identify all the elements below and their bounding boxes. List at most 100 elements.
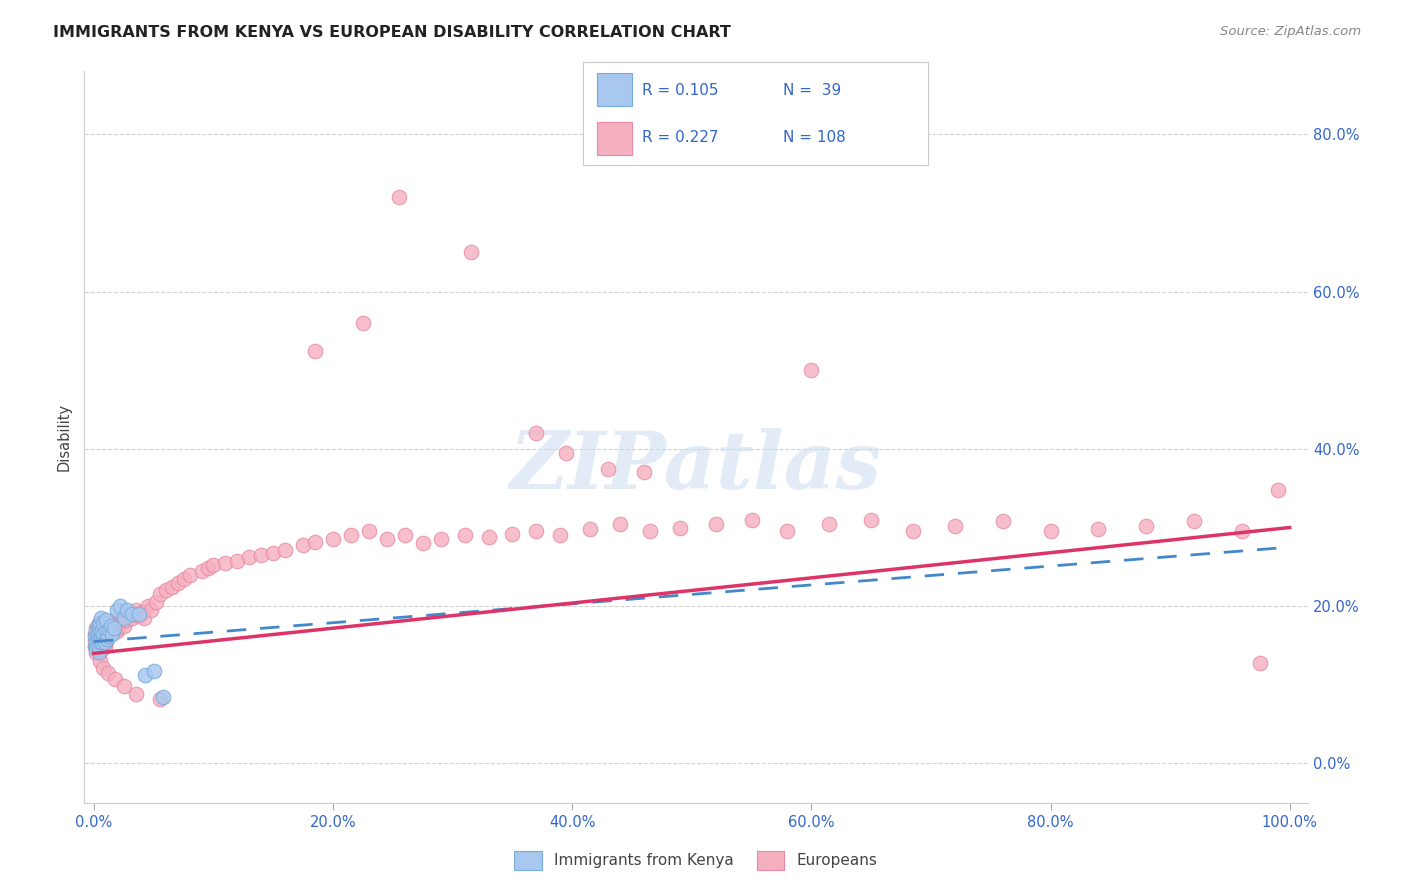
Point bbox=[202, 558, 225, 573]
Point bbox=[90, 611, 112, 625]
Point bbox=[87, 621, 110, 635]
Point bbox=[1267, 483, 1289, 497]
Point bbox=[860, 513, 883, 527]
Point bbox=[100, 616, 122, 631]
Text: N =  39: N = 39 bbox=[783, 83, 842, 97]
Point bbox=[86, 631, 108, 645]
Text: N = 108: N = 108 bbox=[783, 130, 846, 145]
Bar bbox=[598, 73, 631, 105]
Legend: Immigrants from Kenya, Europeans: Immigrants from Kenya, Europeans bbox=[509, 845, 883, 876]
Point bbox=[238, 550, 260, 565]
Point bbox=[84, 639, 107, 653]
Point bbox=[152, 690, 174, 704]
Point bbox=[86, 624, 108, 639]
Point bbox=[86, 621, 108, 635]
Point bbox=[638, 524, 661, 539]
Point bbox=[91, 624, 114, 639]
Point bbox=[134, 611, 156, 625]
Bar bbox=[598, 122, 631, 155]
Point bbox=[91, 634, 114, 648]
Point bbox=[87, 632, 110, 647]
Point bbox=[112, 611, 135, 625]
Point bbox=[103, 621, 125, 635]
Point bbox=[141, 603, 163, 617]
Point bbox=[101, 621, 124, 635]
Point bbox=[87, 637, 110, 651]
Point bbox=[131, 606, 153, 620]
Point bbox=[1039, 524, 1062, 539]
Point bbox=[89, 624, 111, 639]
Point bbox=[548, 528, 571, 542]
Point bbox=[524, 524, 547, 539]
Text: ZIPatlas: ZIPatlas bbox=[510, 427, 882, 505]
Point bbox=[1135, 519, 1157, 533]
Point bbox=[943, 519, 966, 533]
Point bbox=[125, 603, 148, 617]
Point bbox=[121, 607, 143, 621]
Point bbox=[596, 461, 619, 475]
Point bbox=[1230, 524, 1253, 539]
Point bbox=[97, 666, 120, 681]
Point bbox=[128, 607, 150, 621]
Point bbox=[86, 646, 108, 660]
Point bbox=[477, 530, 499, 544]
Point bbox=[388, 190, 411, 204]
Point bbox=[86, 619, 108, 633]
Point bbox=[304, 534, 326, 549]
Point bbox=[112, 619, 135, 633]
Point bbox=[134, 668, 156, 682]
Point bbox=[89, 645, 111, 659]
Point bbox=[460, 245, 482, 260]
Point bbox=[84, 640, 107, 654]
Point bbox=[579, 522, 602, 536]
Point bbox=[87, 645, 110, 659]
Text: R = 0.227: R = 0.227 bbox=[643, 130, 718, 145]
Point bbox=[304, 343, 326, 358]
Y-axis label: Disability: Disability bbox=[56, 403, 72, 471]
Point bbox=[107, 621, 129, 635]
Point bbox=[94, 624, 117, 639]
Point bbox=[412, 536, 434, 550]
Point bbox=[91, 623, 114, 637]
Point bbox=[104, 613, 127, 627]
Point bbox=[145, 595, 167, 609]
Point bbox=[86, 629, 108, 643]
Point bbox=[112, 680, 135, 694]
Point bbox=[136, 599, 159, 614]
Point bbox=[84, 629, 107, 643]
Point bbox=[669, 520, 692, 534]
Point bbox=[110, 615, 132, 629]
Point bbox=[197, 561, 219, 575]
Point bbox=[274, 542, 297, 557]
Point bbox=[190, 564, 212, 578]
Point bbox=[292, 538, 315, 552]
Point bbox=[115, 613, 138, 627]
Point bbox=[87, 616, 110, 631]
Point bbox=[776, 524, 799, 539]
Point bbox=[160, 580, 183, 594]
Point bbox=[1182, 514, 1205, 528]
Point bbox=[357, 524, 380, 539]
Point bbox=[96, 626, 118, 640]
Point bbox=[93, 626, 115, 640]
Point bbox=[96, 632, 118, 647]
Point bbox=[89, 634, 111, 648]
Point bbox=[103, 619, 125, 633]
Point bbox=[93, 616, 115, 631]
Point bbox=[155, 583, 177, 598]
Point bbox=[125, 687, 148, 701]
Point bbox=[86, 626, 108, 640]
Point bbox=[375, 533, 398, 547]
Point bbox=[149, 587, 172, 601]
Point bbox=[86, 631, 108, 645]
Point bbox=[93, 637, 115, 651]
Point bbox=[84, 626, 107, 640]
Point bbox=[633, 466, 655, 480]
Point bbox=[101, 615, 124, 629]
Point bbox=[166, 575, 188, 590]
Point bbox=[105, 624, 128, 639]
Point bbox=[86, 623, 108, 637]
Point bbox=[741, 513, 763, 527]
Point bbox=[86, 634, 108, 648]
Point bbox=[94, 616, 117, 631]
